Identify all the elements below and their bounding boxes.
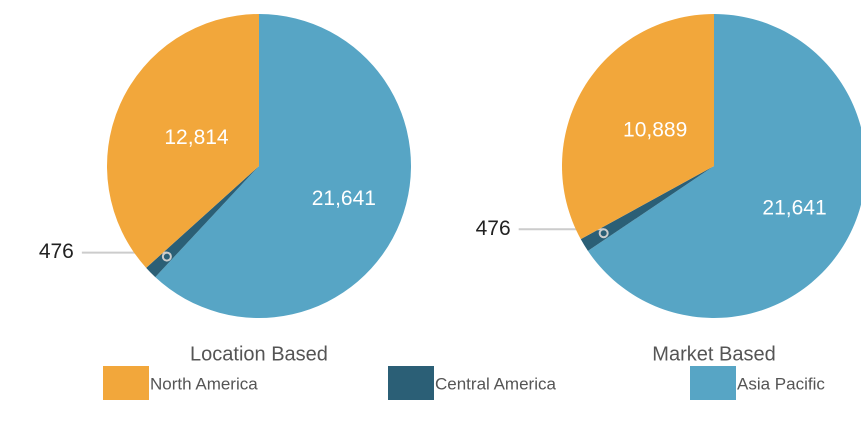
chart-title: Market Based (652, 343, 775, 365)
slice-label: 476 (476, 217, 511, 240)
legend-label: North America (150, 374, 258, 393)
pie-slice (155, 14, 411, 318)
leader-dot (598, 228, 609, 239)
pie-slice (106, 14, 259, 268)
slice-label: 476 (39, 240, 74, 263)
slice-label: 12,814 (164, 126, 229, 149)
legend-label: Central America (435, 374, 556, 393)
pie-slice (580, 166, 714, 251)
legend-swatch (690, 366, 736, 400)
slice-label: 21,641 (762, 196, 826, 219)
leader-dot (161, 251, 172, 262)
legend-swatch (103, 366, 149, 400)
legend-swatch (388, 366, 434, 400)
legend-label: Asia Pacific (737, 374, 825, 393)
pie-slice (146, 166, 259, 278)
chart-title: Location Based (190, 343, 328, 365)
slice-label: 10,889 (623, 119, 687, 142)
pie-slice (587, 14, 861, 318)
pie-slice (562, 14, 714, 240)
slice-label: 21,641 (312, 187, 376, 210)
